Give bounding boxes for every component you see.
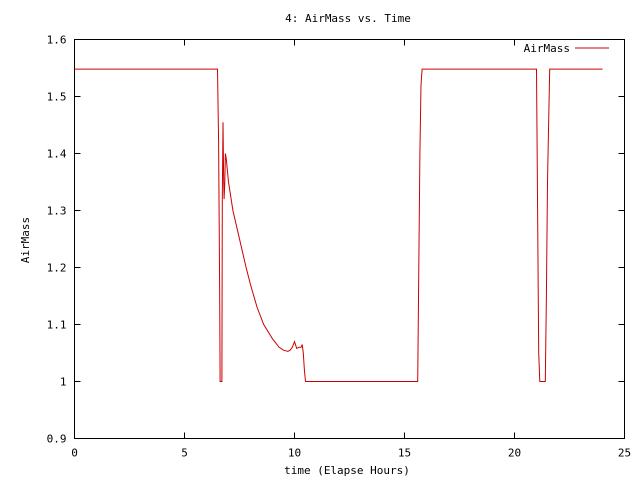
y-tick-label: 0.9 — [47, 433, 67, 446]
legend-label: AirMass — [524, 42, 570, 55]
x-tick-label: 10 — [288, 447, 301, 460]
x-tick-label: 0 — [71, 447, 78, 460]
y-axis-label: AirMass — [19, 217, 32, 263]
plot-frame — [74, 39, 625, 439]
x-tick-label: 15 — [398, 447, 411, 460]
series-line-airmass — [74, 68, 603, 382]
y-tick-label: 1.1 — [47, 319, 67, 332]
y-tick-label: 1.6 — [47, 34, 67, 47]
x-tick-label: 25 — [618, 447, 631, 460]
x-axis-label: time (Elapse Hours) — [284, 464, 410, 477]
y-tick-label: 1.3 — [47, 205, 67, 218]
y-tick-label: 1.2 — [47, 262, 67, 275]
series-layer — [74, 68, 603, 382]
y-tick-label: 1.5 — [47, 91, 67, 104]
y-tick-label: 1 — [60, 376, 67, 389]
plot-area: 0 5 10 15 20 25 0.9 1 1.1 1.2 1.3 1.4 1.5 1.6 — [47, 34, 632, 460]
y-tick-label: 1.4 — [47, 148, 67, 161]
x-tick-label: 5 — [181, 447, 188, 460]
x-tick-label: 20 — [508, 447, 521, 460]
chart-title: 4: AirMass vs. Time — [285, 12, 411, 25]
axis-tick-labels: 0 5 10 15 20 25 0.9 1 1.1 1.2 1.3 1.4 1.5 1.6 — [47, 34, 632, 460]
axis-ticks — [74, 39, 625, 439]
legend: AirMass — [524, 42, 609, 55]
